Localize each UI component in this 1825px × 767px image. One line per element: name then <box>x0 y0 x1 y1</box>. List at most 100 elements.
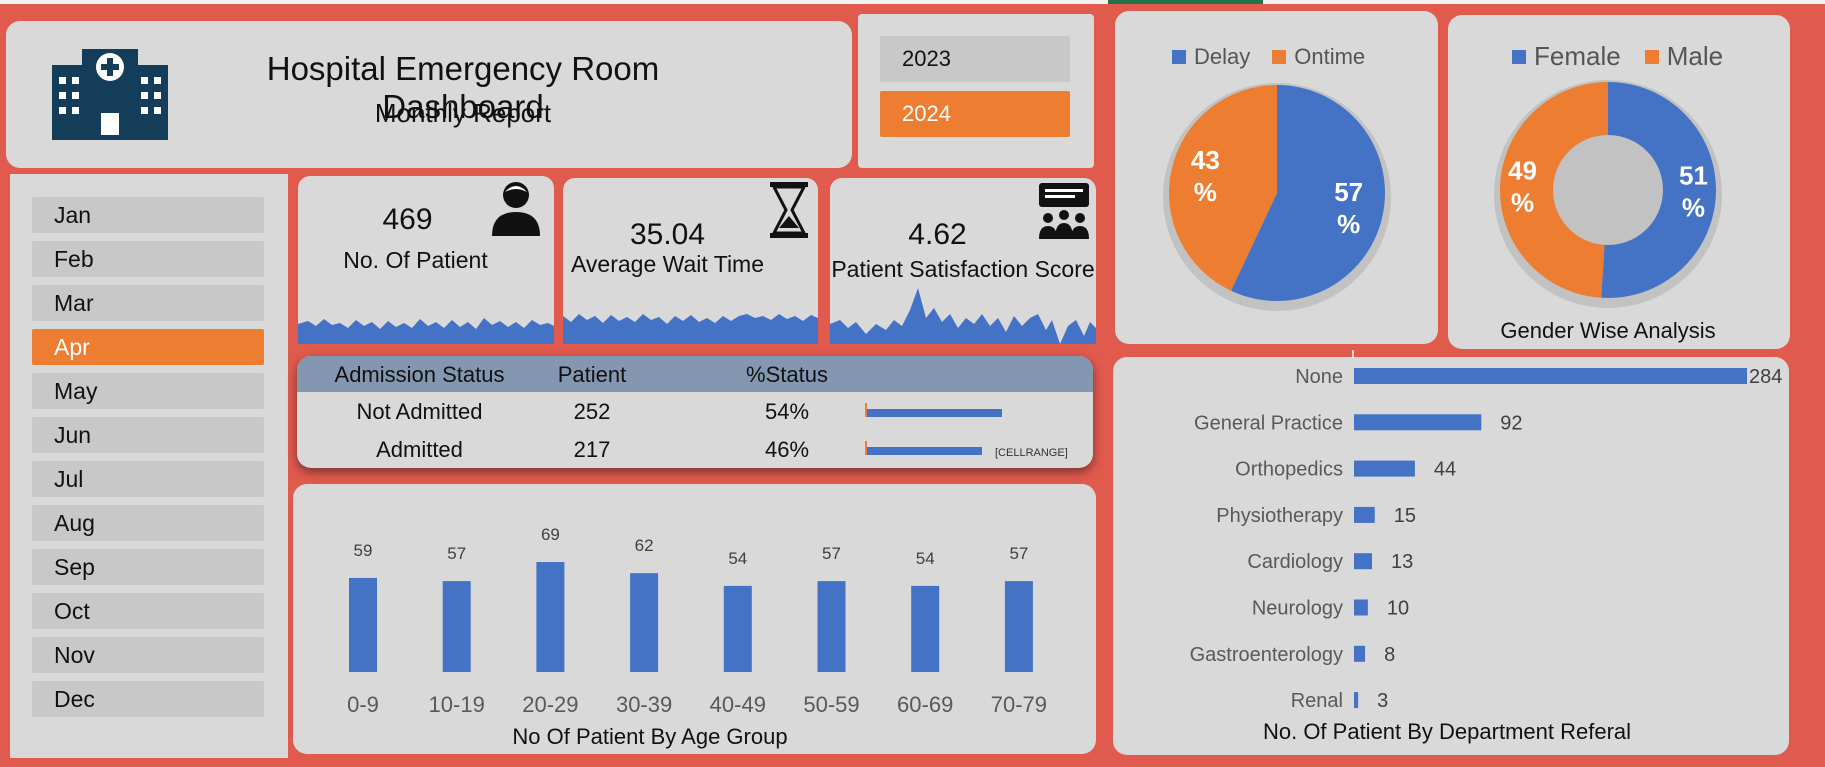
legend-swatch-female <box>1512 49 1526 64</box>
row-pct: 54% <box>764 399 810 424</box>
header-status-pct: %Status <box>746 362 828 387</box>
row-status: Not Admitted <box>356 399 483 424</box>
year-button-0[interactable]: 2023 <box>880 36 1070 82</box>
dept-bar-none <box>1354 368 1747 384</box>
month-button-3[interactable]: Apr <box>32 329 264 365</box>
year-button-1[interactable]: 2024 <box>880 91 1070 137</box>
wait-time-sparkline <box>563 314 818 344</box>
age-bar-value-label: 59 <box>354 541 373 560</box>
gender-donut-slice-label: 49% <box>1508 155 1537 217</box>
patient-count-label: No. Of Patient <box>343 247 488 273</box>
age-group-bar-chart: 59 0-9 57 10-19 69 20-29 62 30-39 54 40-49 57 50-59… <box>347 525 1047 717</box>
row-patient: 217 <box>573 437 611 462</box>
month-button-7[interactable]: Aug <box>32 505 264 541</box>
dept-bar-neurology <box>1354 599 1368 616</box>
age-group-chart-panel <box>293 484 1096 754</box>
age-bar-value-label: 62 <box>635 536 654 555</box>
hourglass-icon <box>770 182 808 238</box>
cellrange-label: [CELLRANGE] <box>995 447 1068 459</box>
legend-male: Male <box>1666 41 1724 71</box>
age-category-label: 50-59 <box>803 692 859 717</box>
legend-swatch-male <box>1644 49 1659 64</box>
age-bar-10-19 <box>442 581 471 672</box>
dept-bar-general-practice <box>1354 414 1482 431</box>
month-button-6[interactable]: Jul <box>32 461 264 497</box>
satisfaction-value: 4.62 <box>908 218 967 251</box>
page-subtitle: Monthly Report <box>374 98 552 128</box>
dept-bar-gastroenterology <box>1354 645 1366 662</box>
dept-category-label: Physiotherapy <box>1216 505 1343 527</box>
age-chart-title: No Of Patient By Age Group <box>512 724 788 749</box>
month-button-1[interactable]: Feb <box>32 241 264 277</box>
dept-bar-cardiology <box>1354 553 1372 570</box>
dept-bar-value-label: 15 <box>1394 505 1416 527</box>
legend-delay: Delay <box>1194 44 1251 69</box>
header-admission-status: Admission Status <box>334 362 505 387</box>
month-button-4[interactable]: May <box>32 373 264 409</box>
dept-bar-orthopedics <box>1354 460 1415 477</box>
dept-category-label: Gastroenterology <box>1190 644 1343 666</box>
legend-female: Female <box>1534 41 1621 71</box>
admitted-bar <box>867 447 982 455</box>
age-bar-40-49 <box>723 585 752 672</box>
gender-chart-title: Gender Wise Analysis <box>1500 318 1716 343</box>
month-button-2[interactable]: Mar <box>32 285 264 321</box>
department-referral-bar-chart: None 284 General Practice 92 Orthopedics 44 Ph… <box>1190 350 1782 712</box>
delay-pie-slice-label: 57% <box>1334 177 1363 239</box>
month-button-0[interactable]: Jan <box>32 197 264 233</box>
delay-pie-slice-delay <box>1231 85 1385 302</box>
legend-swatch-ontime <box>1272 50 1287 64</box>
department-chart-title: No. Of Patient By Department Referal <box>1262 719 1632 744</box>
age-category-label: 40-49 <box>710 692 766 717</box>
row-bar-tick <box>865 441 867 455</box>
age-bar-60-69 <box>911 585 940 672</box>
age-category-label: 70-79 <box>991 692 1047 717</box>
month-button-10[interactable]: Nov <box>32 637 264 673</box>
dept-bar-value-label: 284 <box>1749 366 1782 388</box>
patient-count-value: 469 <box>382 203 433 236</box>
gender-donut-slice-female <box>1601 82 1716 298</box>
legend-swatch-delay <box>1172 50 1186 64</box>
dept-category-label: None <box>1295 366 1343 388</box>
dept-category-label: Renal <box>1291 690 1343 712</box>
gender-donut-slice-label: 51% <box>1679 161 1708 223</box>
delay-pie-slice-ontime <box>1169 85 1277 291</box>
age-bar-0-9 <box>349 577 377 672</box>
month-button-11[interactable]: Dec <box>32 681 264 717</box>
month-button-8[interactable]: Sep <box>32 549 264 585</box>
age-bar-20-29 <box>536 562 565 672</box>
gender-legend: Female Male <box>1512 41 1723 72</box>
age-bar-value-label: 54 <box>728 549 747 568</box>
delay-pie-slice-label: 43% <box>1191 145 1220 207</box>
satisfaction-label: Patient Satisfaction Score <box>831 256 1095 282</box>
dept-category-label: Neurology <box>1252 598 1343 620</box>
row-bar-tick <box>865 403 867 417</box>
delay-ontime-pie-chart: 57 % 43% <box>1163 83 1391 311</box>
table-header-row <box>297 356 1093 392</box>
dept-bar-value-label: 44 <box>1434 459 1456 481</box>
dept-bar-value-label: 10 <box>1387 598 1409 620</box>
satisfaction-sparkline <box>830 288 1096 344</box>
month-button-9[interactable]: Oct <box>32 593 264 629</box>
header-patient: Patient <box>557 362 627 387</box>
age-bar-value-label: 57 <box>1009 544 1028 563</box>
age-category-label: 30-39 <box>616 692 672 717</box>
age-bar-50-59 <box>817 581 846 672</box>
spreadsheet-top-strip <box>0 0 1825 4</box>
gender-donut-slice-male <box>1499 82 1608 298</box>
month-button-5[interactable]: Jun <box>32 417 264 453</box>
legend-ontime: Ontime <box>1294 44 1366 69</box>
age-bar-30-39 <box>630 573 659 672</box>
dept-category-label: General Practice <box>1194 412 1343 434</box>
dept-bar-value-label: 3 <box>1377 690 1388 712</box>
dept-category-label: Orthopedics <box>1235 459 1343 481</box>
active-sheet-indicator <box>1108 0 1263 4</box>
dept-bar-physiotherapy <box>1354 506 1375 523</box>
patient-icon <box>492 182 540 236</box>
delay-pie-legend: Delay Ontime <box>1172 44 1365 70</box>
age-category-label: 10-19 <box>429 692 485 717</box>
wait-time-label: Average Wait Time <box>570 251 765 277</box>
age-bar-value-label: 69 <box>541 525 560 544</box>
row-pct: 46% <box>764 437 810 462</box>
not-admitted-bar <box>867 409 1002 417</box>
